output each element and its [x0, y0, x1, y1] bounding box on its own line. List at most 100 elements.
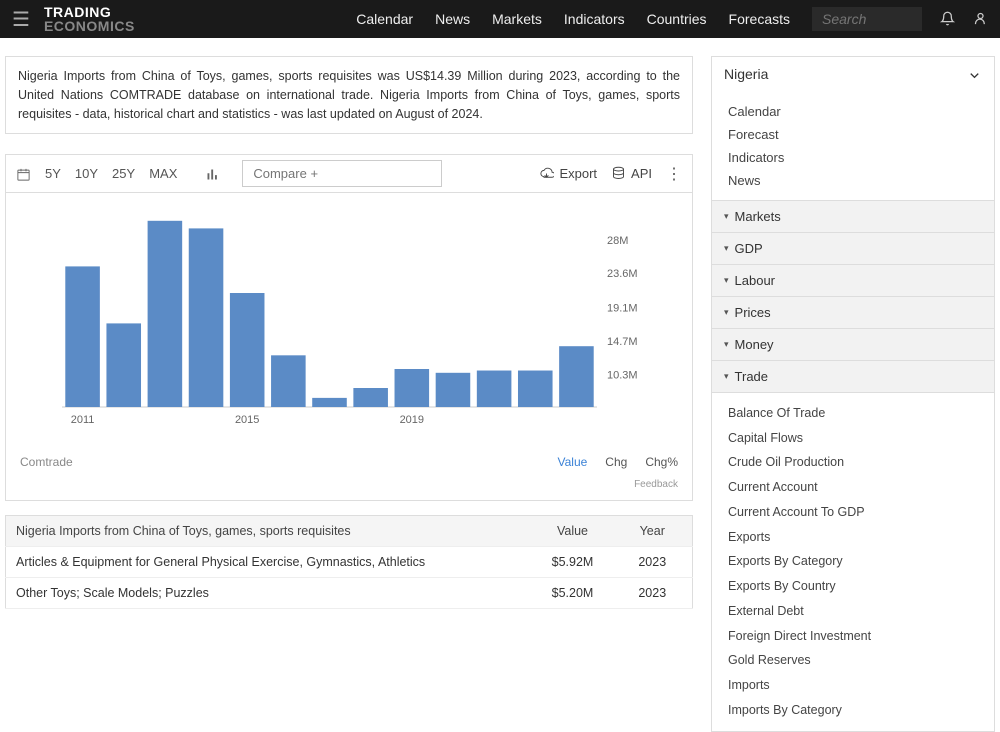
nav-link[interactable]: Indicators: [564, 11, 625, 27]
accordion-item[interactable]: Gold Reserves: [712, 648, 994, 673]
range-button[interactable]: 10Y: [75, 166, 98, 181]
sidebar-top-links: CalendarForecastIndicatorsNews: [712, 92, 994, 200]
accordion-item[interactable]: Exports: [712, 525, 994, 550]
range-button[interactable]: MAX: [149, 166, 177, 181]
chart-bar[interactable]: [436, 373, 471, 407]
chart-bar[interactable]: [148, 221, 183, 407]
caret-icon: ▾: [724, 243, 729, 254]
chart-type-icon[interactable]: [205, 166, 220, 182]
accordion-item[interactable]: Exports By Category: [712, 549, 994, 574]
sidebar-item[interactable]: Indicators: [712, 146, 994, 169]
api-label: API: [631, 166, 652, 181]
accordion-item[interactable]: Foreign Direct Investment: [712, 624, 994, 649]
chart-source: Comtrade: [20, 455, 73, 469]
nav-links: Calendar News Markets Indicators Countries Fo…: [356, 11, 790, 27]
cell-name: Other Toys; Scale Models; Puzzles: [6, 578, 533, 609]
accordion-header[interactable]: ▾Money: [712, 329, 994, 361]
tab-chg[interactable]: Chg: [605, 455, 627, 469]
accordion-header[interactable]: ▾Prices: [712, 297, 994, 329]
sidebar-item[interactable]: Forecast: [712, 123, 994, 146]
chart-toolbar: 5Y 10Y 25Y MAX Export API ⋮: [6, 155, 692, 193]
sidebar-title: Nigeria: [724, 66, 768, 82]
accordion-item[interactable]: Imports By Category: [712, 698, 994, 723]
accordion-label: GDP: [735, 241, 763, 256]
y-tick-label: 23.6M: [607, 268, 638, 280]
y-tick-label: 28M: [607, 235, 628, 247]
export-button[interactable]: Export: [539, 166, 597, 181]
nav-link[interactable]: News: [435, 11, 470, 27]
accordion-item[interactable]: Balance Of Trade: [712, 401, 994, 426]
chart-area: 28M23.6M19.1M14.7M10.3M201120152019: [6, 193, 692, 445]
th-title: Nigeria Imports from China of Toys, game…: [6, 516, 533, 547]
chart-bar[interactable]: [477, 371, 512, 407]
caret-icon: ▾: [724, 275, 729, 286]
range-button[interactable]: 25Y: [112, 166, 135, 181]
accordion-item[interactable]: Current Account To GDP: [712, 500, 994, 525]
y-tick-label: 14.7M: [607, 336, 638, 348]
chart-bar[interactable]: [230, 293, 265, 407]
sidebar-item[interactable]: News: [712, 169, 994, 192]
accordion-item[interactable]: Imports: [712, 673, 994, 698]
accordion-header[interactable]: ▾Markets: [712, 201, 994, 233]
accordion-item[interactable]: Crude Oil Production: [712, 450, 994, 475]
sidebar-country-header[interactable]: Nigeria: [712, 57, 994, 92]
cell-value: $5.92M: [533, 547, 613, 578]
chart-bar[interactable]: [353, 388, 388, 407]
feedback-link[interactable]: Feedback: [6, 475, 692, 500]
table-row[interactable]: Other Toys; Scale Models; Puzzles$5.20M2…: [6, 578, 693, 609]
api-button[interactable]: API: [611, 166, 652, 181]
nav-link[interactable]: Forecasts: [729, 11, 790, 27]
chart-bar[interactable]: [395, 369, 430, 407]
accordion-header[interactable]: ▾ GDP: [712, 233, 994, 265]
hamburger-icon[interactable]: ☰: [12, 7, 30, 32]
table-row[interactable]: Articles & Equipment for General Physica…: [6, 547, 693, 578]
calendar-icon[interactable]: [16, 166, 31, 182]
nav-link[interactable]: Calendar: [356, 11, 413, 27]
chart-bar[interactable]: [189, 229, 224, 408]
chart-bar[interactable]: [312, 398, 347, 407]
x-tick-label: 2015: [235, 414, 259, 426]
cell-name: Articles & Equipment for General Physica…: [6, 547, 533, 578]
th-value: Value: [533, 516, 613, 547]
accordion-header[interactable]: ▾ Trade: [712, 361, 994, 393]
logo[interactable]: TRADING ECONOMICS: [44, 5, 135, 33]
nav-link[interactable]: Countries: [647, 11, 707, 27]
tab-chgpct[interactable]: Chg%: [645, 455, 678, 469]
sidebar-panel: Nigeria CalendarForecastIndicatorsNews ▾…: [711, 56, 995, 732]
search-input[interactable]: [812, 7, 922, 31]
chart-bar[interactable]: [518, 371, 553, 407]
bell-icon[interactable]: [940, 10, 955, 28]
chart-bar[interactable]: [559, 346, 594, 407]
user-icon[interactable]: [973, 10, 988, 28]
logo-top: TRADING: [44, 5, 135, 19]
accordion-label: Prices: [735, 305, 771, 320]
th-year: Year: [613, 516, 693, 547]
accordion-item[interactable]: External Debt: [712, 599, 994, 624]
tab-value[interactable]: Value: [557, 455, 587, 469]
more-icon[interactable]: ⋮: [666, 164, 682, 184]
accordion-header[interactable]: ▾Labour: [712, 265, 994, 297]
nav-link[interactable]: Markets: [492, 11, 542, 27]
chart-bar[interactable]: [271, 356, 306, 408]
export-label: Export: [559, 166, 597, 181]
navbar: ☰ TRADING ECONOMICS Calendar News Markets I…: [0, 0, 1000, 38]
sidebar-accordion: ▾Markets▾GDP▾Labour▾Prices▾Money▾TradeBa…: [712, 200, 994, 731]
cell-year: 2023: [613, 547, 693, 578]
caret-icon: ▾: [724, 371, 729, 382]
chart-bar[interactable]: [106, 324, 141, 408]
accordion-label: Markets: [735, 209, 781, 224]
accordion-item[interactable]: Capital Flows: [712, 426, 994, 451]
compare-input[interactable]: [242, 160, 442, 187]
accordion-label: Trade: [735, 369, 768, 384]
sidebar-item[interactable]: Calendar: [712, 100, 994, 123]
range-button[interactable]: 5Y: [45, 166, 61, 181]
accordion-item[interactable]: Current Account: [712, 475, 994, 500]
accordion-item[interactable]: Exports By Country: [712, 574, 994, 599]
y-tick-label: 19.1M: [607, 303, 638, 315]
x-tick-label: 2019: [400, 414, 424, 426]
accordion-body: Balance Of TradeCapital FlowsCrude Oil P…: [712, 393, 994, 731]
bar-chart: 28M23.6M19.1M14.7M10.3M201120152019: [20, 207, 684, 437]
range-buttons: 5Y 10Y 25Y MAX: [45, 166, 191, 181]
y-tick-label: 10.3M: [607, 370, 638, 382]
chart-bar[interactable]: [65, 267, 100, 408]
